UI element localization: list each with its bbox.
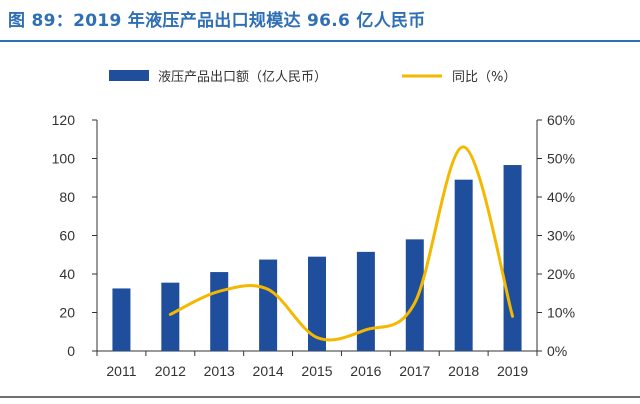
x-axis-tick-label: 2019 (497, 363, 528, 379)
right-axis-tick-label: 30% (547, 228, 575, 244)
right-axis-tick-label: 60% (547, 112, 575, 128)
legend: 液压产品出口额（亿人民币） 同比（%） (109, 70, 516, 85)
bottom-rule (0, 396, 640, 398)
left-axis-tick-label: 20 (59, 305, 75, 321)
chart-title: 图 89：2019 年液压产品出口规模达 96.6 亿人民币 (8, 11, 426, 31)
right-axis-tick-label: 40% (547, 189, 575, 205)
x-axis-tick-label: 2014 (253, 363, 284, 379)
bar-2018 (454, 179, 473, 351)
line-series (168, 145, 515, 342)
bar-2012 (161, 282, 180, 351)
x-axis-tick-label: 2018 (448, 363, 479, 379)
bar-2015 (308, 256, 326, 351)
x-axis-tick-label: 2013 (204, 363, 235, 379)
left-axis-tick-label: 60 (59, 228, 75, 244)
legend-line-label: 同比（%） (452, 70, 516, 85)
bar-2016 (356, 251, 375, 351)
legend-bar-swatch (109, 70, 149, 81)
right-axis-tick-label: 20% (547, 266, 575, 282)
right-axis-tick-label: 10% (547, 305, 575, 321)
left-axis-tick-label: 120 (52, 112, 76, 128)
legend-bar-label: 液压产品出口额（亿人民币） (158, 70, 327, 85)
x-axis-tick-label: 2016 (350, 363, 381, 379)
bar-2019 (503, 165, 522, 351)
bar-series (112, 165, 522, 351)
x-axis-tick-label: 2012 (155, 363, 186, 379)
bar-2014 (259, 259, 278, 351)
bar-2013 (210, 272, 229, 351)
left-axis-tick-label: 100 (52, 151, 76, 167)
right-axis-tick-label: 0% (547, 343, 567, 359)
bar-2017 (405, 239, 424, 351)
bar-2011 (112, 288, 131, 351)
left-axis-tick-label: 0 (67, 343, 75, 359)
x-axis-tick-label: 2011 (106, 363, 136, 379)
x-axis-tick-label: 2017 (399, 363, 430, 379)
right-axis-tick-label: 50% (547, 151, 575, 167)
left-axis-tick-label: 40 (59, 266, 75, 282)
title-underline (0, 40, 640, 42)
x-axis-tick-label: 2015 (301, 363, 332, 379)
left-axis-tick-label: 80 (59, 189, 75, 205)
